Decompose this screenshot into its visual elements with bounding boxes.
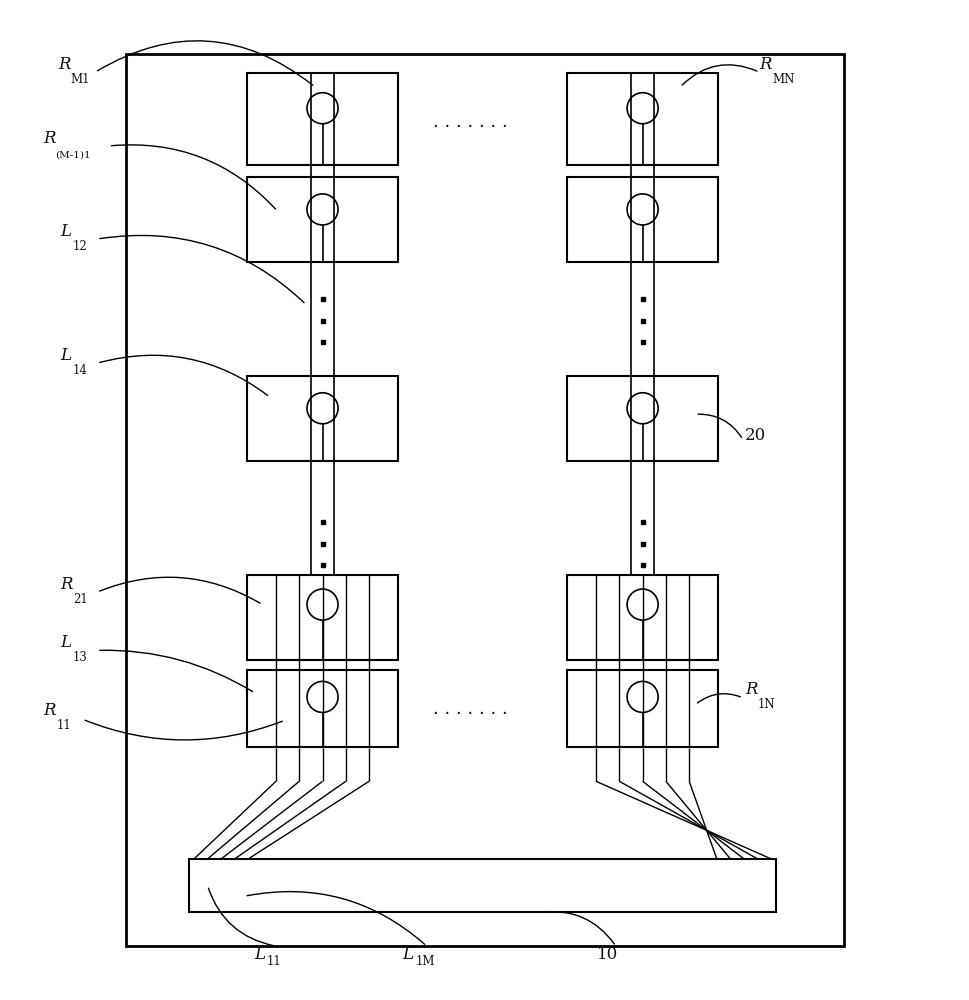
Text: 12: 12: [73, 240, 87, 253]
Bar: [567, 73, 717, 165]
Bar: [247, 376, 397, 461]
Text: R: R: [744, 681, 757, 698]
Bar: [567, 670, 717, 747]
Bar: [189, 859, 775, 912]
Bar: [567, 376, 717, 461]
Text: R: R: [58, 56, 71, 73]
Text: 11: 11: [56, 719, 71, 732]
Text: 20: 20: [744, 427, 766, 444]
Text: L: L: [402, 946, 413, 963]
Text: . . . . . . .: . . . . . . .: [432, 113, 508, 131]
Text: 13: 13: [73, 651, 87, 664]
Bar: [126, 54, 843, 946]
Text: MN: MN: [771, 73, 794, 86]
Text: R: R: [759, 56, 771, 73]
Text: 21: 21: [73, 593, 87, 606]
Bar: [567, 575, 717, 660]
Text: R: R: [60, 576, 73, 593]
Bar: [567, 177, 717, 262]
Bar: [247, 177, 397, 262]
Text: 1N: 1N: [757, 698, 774, 711]
Text: 11: 11: [266, 955, 281, 968]
Text: L: L: [60, 223, 71, 240]
Bar: [247, 670, 397, 747]
Text: L: L: [254, 946, 265, 963]
Text: M1: M1: [71, 73, 90, 86]
Text: L: L: [60, 634, 71, 651]
Text: R: R: [44, 130, 56, 147]
Bar: [247, 575, 397, 660]
Text: . . . . . . .: . . . . . . .: [432, 700, 508, 718]
Text: 10: 10: [596, 946, 617, 963]
Text: (M-1)1: (M-1)1: [55, 151, 91, 160]
Text: L: L: [60, 347, 71, 364]
Text: 1M: 1M: [415, 955, 434, 968]
Text: 14: 14: [73, 364, 87, 377]
Text: R: R: [44, 702, 56, 719]
Bar: [247, 73, 397, 165]
